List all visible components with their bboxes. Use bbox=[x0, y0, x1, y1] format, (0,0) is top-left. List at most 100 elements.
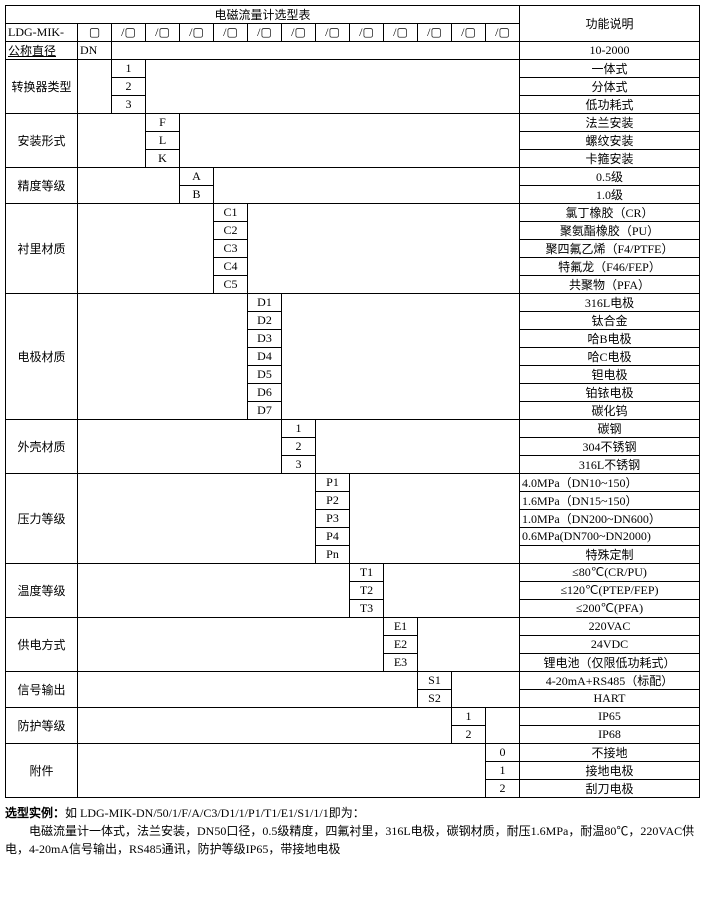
option-desc: 0.6MPa(DN700~DN2000) bbox=[520, 528, 700, 546]
option-code: C1 bbox=[214, 204, 248, 222]
option-desc: 0.5级 bbox=[520, 168, 700, 186]
model-slot: /▢ bbox=[248, 24, 282, 42]
option-desc: 特氟龙（F46/FEP） bbox=[520, 258, 700, 276]
option-code: 3 bbox=[112, 96, 146, 114]
model-slot: /▢ bbox=[350, 24, 384, 42]
model-slot: /▢ bbox=[146, 24, 180, 42]
option-desc: 316L不锈钢 bbox=[520, 456, 700, 474]
option-code: E2 bbox=[384, 636, 418, 654]
model-slot: /▢ bbox=[452, 24, 486, 42]
option-desc: 分体式 bbox=[520, 78, 700, 96]
model-slot: /▢ bbox=[214, 24, 248, 42]
group-label: 精度等级 bbox=[6, 168, 78, 204]
option-desc: IP68 bbox=[520, 726, 700, 744]
group-label: 防护等级 bbox=[6, 708, 78, 744]
option-code: B bbox=[180, 186, 214, 204]
option-code: 1 bbox=[282, 420, 316, 438]
option-code: 1 bbox=[486, 762, 520, 780]
option-desc: 碳化钨 bbox=[520, 402, 700, 420]
option-code: Pn bbox=[316, 546, 350, 564]
option-code: E3 bbox=[384, 654, 418, 672]
option-desc: 1.0MPa（DN200~DN600） bbox=[520, 510, 700, 528]
model-slot: /▢ bbox=[112, 24, 146, 42]
option-desc: 304不锈钢 bbox=[520, 438, 700, 456]
option-desc: 碳钢 bbox=[520, 420, 700, 438]
option-code: L bbox=[146, 132, 180, 150]
option-code: 3 bbox=[282, 456, 316, 474]
option-code: D5 bbox=[248, 366, 282, 384]
option-desc: 低功耗式 bbox=[520, 96, 700, 114]
option-desc: 法兰安装 bbox=[520, 114, 700, 132]
option-code: T2 bbox=[350, 582, 384, 600]
option-desc: 1.6MPa（DN15~150） bbox=[520, 492, 700, 510]
option-code: P3 bbox=[316, 510, 350, 528]
footer-line1: 如 LDG-MIK-DN/50/1/F/A/C3/D1/1/P1/T1/E1/S… bbox=[65, 806, 365, 820]
footer-line2: 电磁流量计一体式，法兰安装，DN50口径，0.5级精度，四氟衬里，316L电极，… bbox=[5, 824, 694, 856]
option-desc: IP65 bbox=[520, 708, 700, 726]
option-code: P1 bbox=[316, 474, 350, 492]
option-desc: 哈B电极 bbox=[520, 330, 700, 348]
group-label: 安装形式 bbox=[6, 114, 78, 168]
model-slot: ▢ bbox=[78, 24, 112, 42]
dn-cell: DN bbox=[78, 42, 112, 60]
option-code: 2 bbox=[282, 438, 316, 456]
option-code: F bbox=[146, 114, 180, 132]
option-desc: 10-2000 bbox=[520, 42, 700, 60]
option-desc: 刮刀电极 bbox=[520, 780, 700, 798]
option-desc: 锂电池（仅限低功耗式） bbox=[520, 654, 700, 672]
model-slot: /▢ bbox=[316, 24, 350, 42]
group-label: 外壳材质 bbox=[6, 420, 78, 474]
option-code: T3 bbox=[350, 600, 384, 618]
group-label: 转换器类型 bbox=[6, 60, 78, 114]
group-label: 衬里材质 bbox=[6, 204, 78, 294]
table-title: 电磁流量计选型表 bbox=[6, 6, 520, 24]
option-desc: HART bbox=[520, 690, 700, 708]
group-label: 附件 bbox=[6, 744, 78, 798]
option-desc: 钛合金 bbox=[520, 312, 700, 330]
option-desc: ≤80℃(CR/PU) bbox=[520, 564, 700, 582]
option-desc: 铂铱电极 bbox=[520, 384, 700, 402]
option-desc: 220VAC bbox=[520, 618, 700, 636]
option-code: D7 bbox=[248, 402, 282, 420]
option-code: 2 bbox=[452, 726, 486, 744]
option-desc: 接地电极 bbox=[520, 762, 700, 780]
option-code: 2 bbox=[112, 78, 146, 96]
group-label: 公称直径 bbox=[6, 42, 78, 60]
footer-example: 选型实例：如 LDG-MIK-DN/50/1/F/A/C3/D1/1/P1/T1… bbox=[5, 804, 700, 858]
option-code: C5 bbox=[214, 276, 248, 294]
func-header: 功能说明 bbox=[520, 6, 700, 42]
footer-bold: 选型实例： bbox=[5, 806, 65, 820]
option-code: C2 bbox=[214, 222, 248, 240]
option-desc: 4-20mA+RS485（标配） bbox=[520, 672, 700, 690]
option-desc: 特殊定制 bbox=[520, 546, 700, 564]
option-code: K bbox=[146, 150, 180, 168]
group-label: 压力等级 bbox=[6, 474, 78, 564]
group-label: 供电方式 bbox=[6, 618, 78, 672]
option-desc: 聚四氟乙烯（F4/PTFE） bbox=[520, 240, 700, 258]
option-desc: 24VDC bbox=[520, 636, 700, 654]
option-desc: 钽电极 bbox=[520, 366, 700, 384]
option-code: C4 bbox=[214, 258, 248, 276]
model-prefix: LDG-MIK- bbox=[6, 24, 78, 42]
model-slot: /▢ bbox=[418, 24, 452, 42]
option-desc: 316L电极 bbox=[520, 294, 700, 312]
option-desc: 哈C电极 bbox=[520, 348, 700, 366]
option-desc: 不接地 bbox=[520, 744, 700, 762]
option-code: D3 bbox=[248, 330, 282, 348]
option-desc: 聚氨酯橡胶（PU） bbox=[520, 222, 700, 240]
option-code: C3 bbox=[214, 240, 248, 258]
option-code: T1 bbox=[350, 564, 384, 582]
option-desc: 一体式 bbox=[520, 60, 700, 78]
model-slot: /▢ bbox=[282, 24, 316, 42]
option-desc: 1.0级 bbox=[520, 186, 700, 204]
option-desc: ≤200℃(PFA) bbox=[520, 600, 700, 618]
model-slot: /▢ bbox=[384, 24, 418, 42]
group-label: 信号输出 bbox=[6, 672, 78, 708]
option-desc: 氯丁橡胶（CR） bbox=[520, 204, 700, 222]
group-label: 温度等级 bbox=[6, 564, 78, 618]
option-desc: 螺纹安装 bbox=[520, 132, 700, 150]
option-code: 1 bbox=[452, 708, 486, 726]
option-code: E1 bbox=[384, 618, 418, 636]
option-code: 0 bbox=[486, 744, 520, 762]
model-slot: /▢ bbox=[486, 24, 520, 42]
